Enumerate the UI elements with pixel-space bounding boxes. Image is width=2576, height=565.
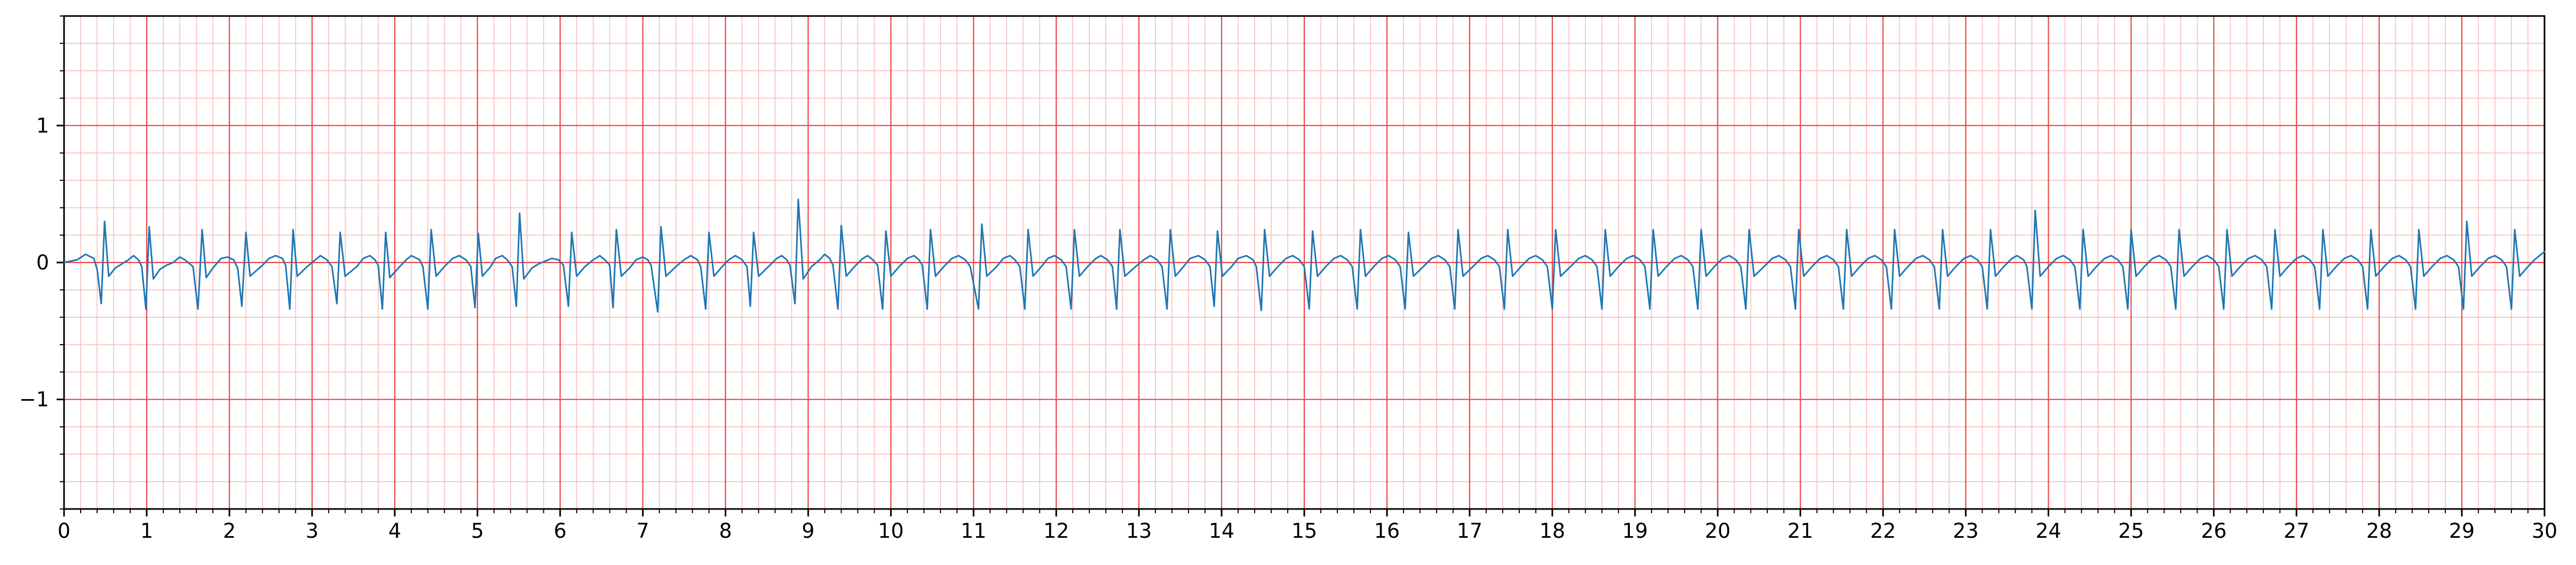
y-tick-label: 0 [36, 251, 49, 274]
plot-series [63, 198, 2546, 313]
x-tick-label: 28 [2366, 519, 2392, 543]
x-tick-label: 26 [2201, 519, 2226, 543]
x-tick-label: 5 [471, 519, 484, 543]
x-tick-label: 23 [1953, 519, 1978, 543]
x-tick-label: 14 [1209, 519, 1234, 543]
x-tick-label: 2 [223, 519, 236, 543]
y-tick-label: 1 [36, 114, 49, 137]
x-tick-label: 11 [961, 519, 986, 543]
x-tick-label: 30 [2532, 519, 2557, 543]
x-tick-label: 10 [878, 519, 903, 543]
x-tick-label: 7 [636, 519, 649, 543]
x-tick-label: 0 [58, 519, 70, 543]
x-tick-label: 3 [306, 519, 319, 543]
x-tick-label: 25 [2118, 519, 2144, 543]
x-tick-label: 21 [1787, 519, 1813, 543]
x-tick-label: 19 [1622, 519, 1648, 543]
x-tick-label: 20 [1705, 519, 1730, 543]
x-tick-label: 8 [719, 519, 732, 543]
x-tick-label: 13 [1126, 519, 1152, 543]
tick-labels: 0 1 2 3 4 5 6 7 8 9 10 11 12 13 14 15 16 17 18 19 20 21 22 23 24… [19, 114, 2557, 543]
x-tick-label: 22 [1870, 519, 1896, 543]
y-tick-label: −1 [19, 388, 49, 411]
x-tick-label: 12 [1043, 519, 1069, 543]
ecg-series-line-1 [63, 198, 2546, 313]
x-tick-label: 9 [802, 519, 814, 543]
x-tick-label: 27 [2284, 519, 2309, 543]
x-tick-label: 15 [1291, 519, 1317, 543]
x-tick-label: 18 [1540, 519, 1565, 543]
x-tick-label: 1 [140, 519, 153, 543]
x-tick-label: 4 [389, 519, 401, 543]
x-tick-label: 16 [1374, 519, 1400, 543]
x-tick-label: 24 [2035, 519, 2061, 543]
x-tick-label: 17 [1457, 519, 1483, 543]
x-tick-label: 29 [2449, 519, 2475, 543]
x-tick-label: 6 [554, 519, 567, 543]
